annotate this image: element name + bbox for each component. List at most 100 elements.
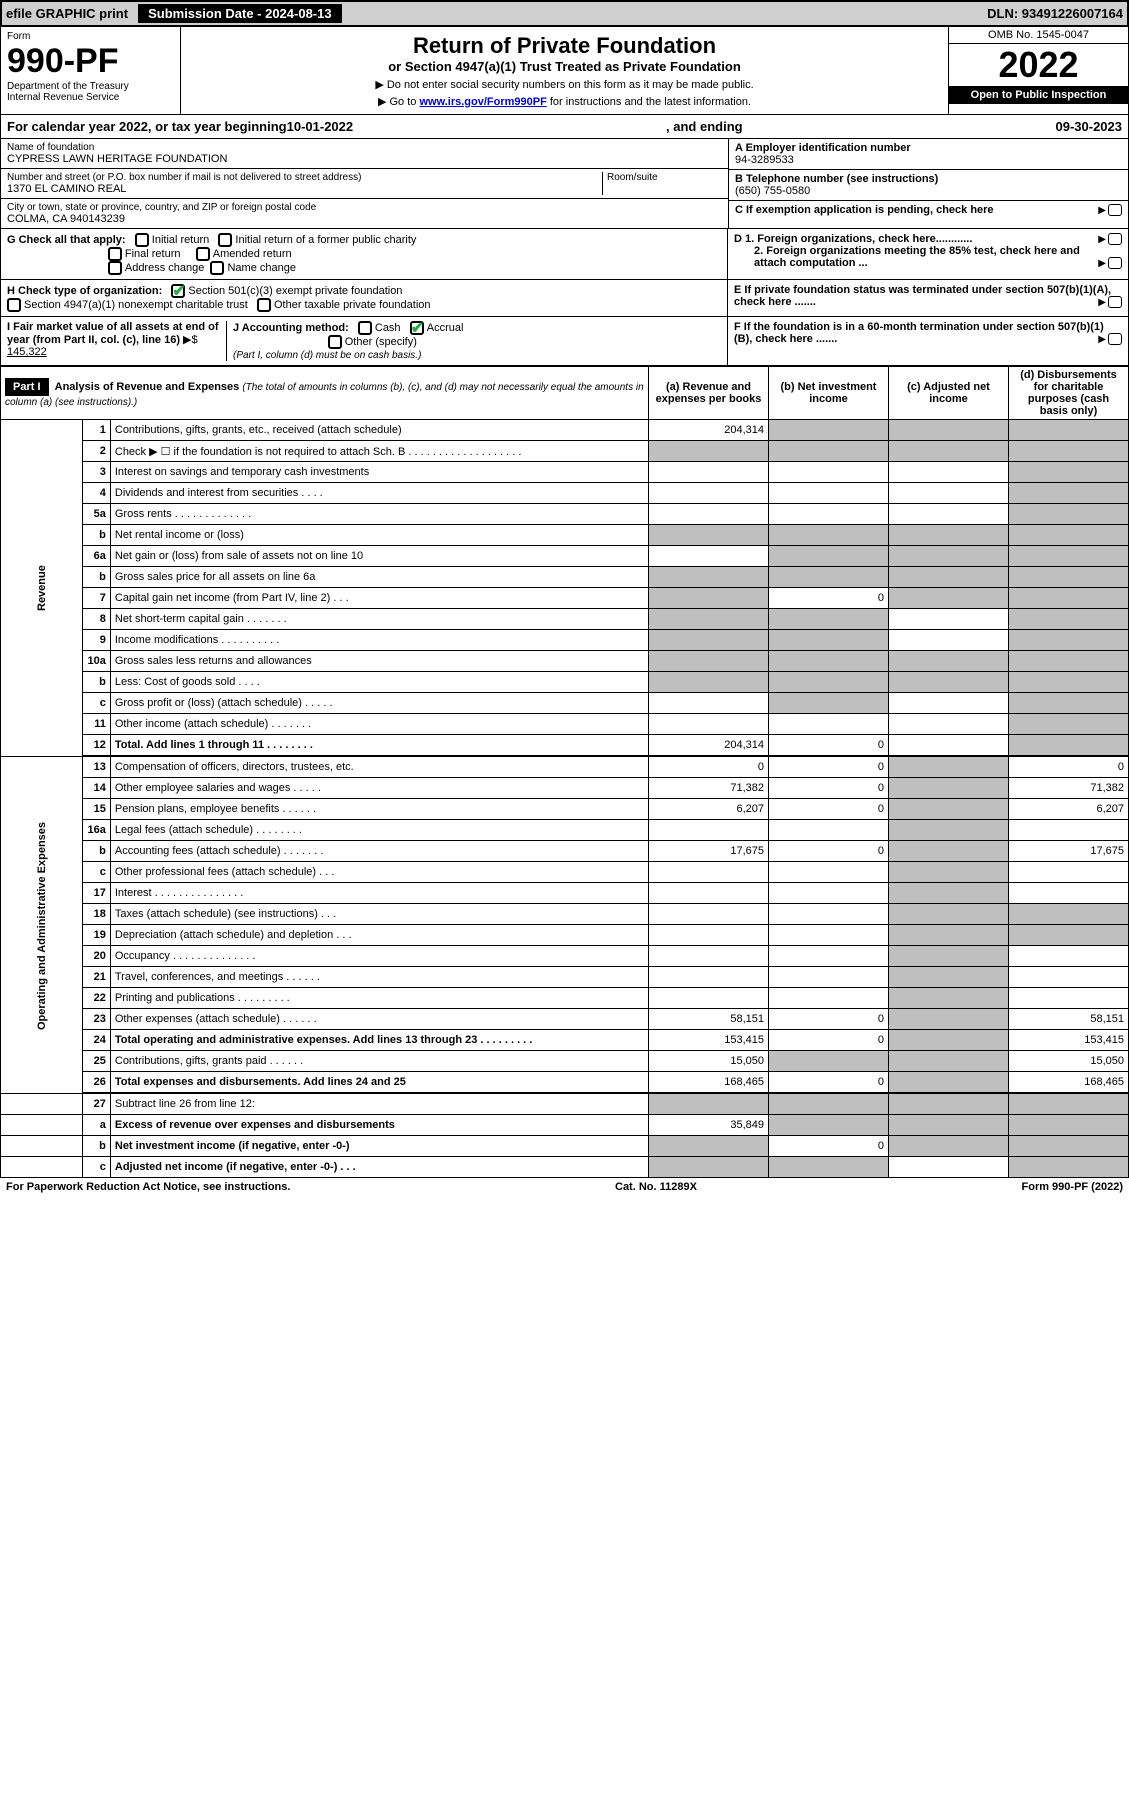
line-2-text: Check ▶ ☐ if the foundation is not requi… xyxy=(110,441,648,462)
i-value: 145,322 xyxy=(7,346,47,358)
line-17-text: Interest . . . . . . . . . . . . . . . xyxy=(110,883,648,904)
h-label: H Check type of organization: xyxy=(7,285,162,297)
line-23-num: 23 xyxy=(82,1009,110,1030)
line-13-a: 0 xyxy=(649,757,769,778)
line-3-num: 3 xyxy=(82,462,110,483)
tax-year: 2022 xyxy=(949,44,1128,86)
line-22-num: 22 xyxy=(82,988,110,1009)
line-12-text: Total. Add lines 1 through 11 . . . . . … xyxy=(115,739,313,751)
other-spec-label: Other (specify) xyxy=(345,336,417,348)
line-2-num: 2 xyxy=(82,441,110,462)
omb-no: OMB No. 1545-0047 xyxy=(949,27,1128,44)
line-24-d: 153,415 xyxy=(1009,1030,1129,1051)
line-10a-num: 10a xyxy=(82,651,110,672)
line-16c-num: c xyxy=(82,862,110,883)
submission-date: Submission Date - 2024-08-13 xyxy=(138,4,342,23)
line-19-num: 19 xyxy=(82,925,110,946)
initial-former-label: Initial return of a former public charit… xyxy=(235,234,416,246)
other-spec-checkbox[interactable] xyxy=(328,335,342,349)
line-4-text: Dividends and interest from securities .… xyxy=(110,483,648,504)
form-subtitle: or Section 4947(a)(1) Trust Treated as P… xyxy=(191,59,938,74)
line-10c-text: Gross profit or (loss) (attach schedule)… xyxy=(110,693,648,714)
j-note: (Part I, column (d) must be on cash basi… xyxy=(233,350,421,361)
other-taxable-label: Other taxable private foundation xyxy=(274,299,431,311)
sect-c-label: C If exemption application is pending, c… xyxy=(735,204,994,216)
line-18-text: Taxes (attach schedule) (see instruction… xyxy=(110,904,648,925)
d2-label: 2. Foreign organizations meeting the 85%… xyxy=(754,245,1080,269)
line-16b-d: 17,675 xyxy=(1009,841,1129,862)
line-6b-text: Gross sales price for all assets on line… xyxy=(110,567,648,588)
bullet2-pre: ▶ Go to xyxy=(378,96,419,108)
line-12-a: 204,314 xyxy=(649,735,769,756)
name-of-foundation-label: Name of foundation xyxy=(7,142,722,153)
col-c-header: (c) Adjusted net income xyxy=(889,367,1009,420)
line-22-text: Printing and publications . . . . . . . … xyxy=(110,988,648,1009)
dln: DLN: 93491226007164 xyxy=(987,6,1123,21)
name-change-label: Name change xyxy=(227,262,296,274)
final-return-checkbox[interactable] xyxy=(108,247,122,261)
501c3-checkbox[interactable] xyxy=(171,284,185,298)
d1-checkbox[interactable] xyxy=(1108,233,1122,245)
line-13-b: 0 xyxy=(769,757,889,778)
ein: 94-3289533 xyxy=(735,154,1122,166)
line-13-num: 13 xyxy=(82,757,110,778)
e-checkbox[interactable] xyxy=(1108,296,1122,308)
col-d-header: (d) Disbursements for charitable purpose… xyxy=(1009,367,1129,420)
accrual-checkbox[interactable] xyxy=(410,321,424,335)
line-6b-num: b xyxy=(82,567,110,588)
line-27b-num: b xyxy=(82,1136,110,1157)
4947-checkbox[interactable] xyxy=(7,298,21,312)
sect-c-checkbox[interactable] xyxy=(1108,204,1122,216)
line-7-num: 7 xyxy=(82,588,110,609)
initial-return-checkbox[interactable] xyxy=(135,233,149,247)
line-14-d: 71,382 xyxy=(1009,778,1129,799)
cash-checkbox[interactable] xyxy=(358,321,372,335)
line-21-text: Travel, conferences, and meetings . . . … xyxy=(110,967,648,988)
instructions-link[interactable]: www.irs.gov/Form990PF xyxy=(419,96,546,108)
line-20-num: 20 xyxy=(82,946,110,967)
phone: (650) 755-0580 xyxy=(735,185,1122,197)
line-19-text: Depreciation (attach schedule) and deple… xyxy=(110,925,648,946)
line-7-b: 0 xyxy=(769,588,889,609)
part1-table: Part I Analysis of Revenue and Expenses … xyxy=(0,366,1129,1178)
line-5b-text: Net rental income or (loss) xyxy=(110,525,648,546)
line-8-num: 8 xyxy=(82,609,110,630)
line-15-num: 15 xyxy=(82,799,110,820)
line-11-text: Other income (attach schedule) . . . . .… xyxy=(110,714,648,735)
line-23-text: Other expenses (attach schedule) . . . .… xyxy=(110,1009,648,1030)
f-checkbox[interactable] xyxy=(1108,333,1122,345)
section-g-row: G Check all that apply: Initial return I… xyxy=(0,229,1129,280)
line-15-a: 6,207 xyxy=(649,799,769,820)
e-label: E If private foundation status was termi… xyxy=(734,284,1111,308)
form-number: 990-PF xyxy=(7,42,174,81)
col-a-header: (a) Revenue and expenses per books xyxy=(649,367,769,420)
line-1-num: 1 xyxy=(82,420,110,441)
line-26-a: 168,465 xyxy=(649,1072,769,1093)
amended-return-label: Amended return xyxy=(213,248,292,260)
address-change-label: Address change xyxy=(125,262,205,274)
other-taxable-checkbox[interactable] xyxy=(257,298,271,312)
initial-former-checkbox[interactable] xyxy=(218,233,232,247)
address-change-checkbox[interactable] xyxy=(108,261,122,275)
line-13-d: 0 xyxy=(1009,757,1129,778)
line-12-num: 12 xyxy=(82,735,110,756)
line-27a-num: a xyxy=(82,1115,110,1136)
accrual-label: Accrual xyxy=(427,322,464,334)
line-6a-text: Net gain or (loss) from sale of assets n… xyxy=(110,546,648,567)
calendar-year-row: For calendar year 2022, or tax year begi… xyxy=(0,115,1129,139)
line-25-d: 15,050 xyxy=(1009,1051,1129,1072)
amended-return-checkbox[interactable] xyxy=(196,247,210,261)
city-label: City or town, state or province, country… xyxy=(7,202,722,213)
line-5a-text: Gross rents . . . . . . . . . . . . . xyxy=(110,504,648,525)
line-15-text: Pension plans, employee benefits . . . .… xyxy=(110,799,648,820)
dept-label: Department of the Treasury xyxy=(7,81,174,92)
line-26-d: 168,465 xyxy=(1009,1072,1129,1093)
section-h-row: H Check type of organization: Section 50… xyxy=(0,280,1129,317)
line-26-text: Total expenses and disbursements. Add li… xyxy=(115,1076,406,1088)
501c3-label: Section 501(c)(3) exempt private foundat… xyxy=(188,285,402,297)
line-27-text: Subtract line 26 from line 12: xyxy=(110,1094,648,1115)
name-change-checkbox[interactable] xyxy=(210,261,224,275)
efile-label[interactable]: efile GRAPHIC print xyxy=(6,6,128,21)
d2-checkbox[interactable] xyxy=(1108,257,1122,269)
foundation-name: CYPRESS LAWN HERITAGE FOUNDATION xyxy=(7,153,722,165)
